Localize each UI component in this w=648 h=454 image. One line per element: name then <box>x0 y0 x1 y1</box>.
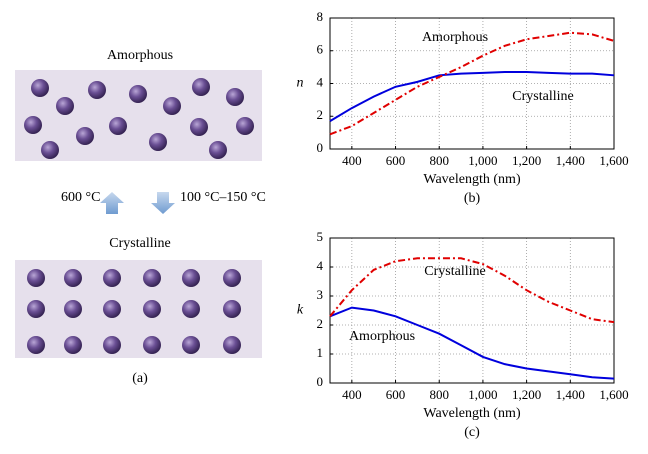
x-axis-label: Wavelength (nm) <box>423 406 521 421</box>
x-tick-label: 1,600 <box>599 153 628 168</box>
atom <box>149 133 167 151</box>
atom <box>64 269 82 287</box>
atom <box>41 141 59 159</box>
diagram: Amorphous Crystalline 600 °C 100 °C–150 … <box>15 48 266 386</box>
x-tick-label: 1,400 <box>556 153 585 168</box>
atom <box>27 336 45 354</box>
y-tick-label: 2 <box>317 316 324 331</box>
x-axis-label: Wavelength (nm) <box>423 172 521 187</box>
series-label: Amorphous <box>349 329 415 344</box>
x-tick-label: 800 <box>429 387 449 402</box>
x-tick-label: 400 <box>342 153 362 168</box>
x-tick-label: 1,000 <box>468 153 497 168</box>
atom <box>103 336 121 354</box>
y-tick-label: 5 <box>317 229 324 244</box>
heat-arrow <box>100 192 124 214</box>
atom <box>209 141 227 159</box>
atom <box>103 300 121 318</box>
label: Amorphous <box>107 48 173 63</box>
atom <box>226 88 244 106</box>
atom <box>27 269 45 287</box>
atom <box>143 269 161 287</box>
x-tick-label: 1,400 <box>556 387 585 402</box>
atom <box>182 300 200 318</box>
atom <box>182 269 200 287</box>
atom <box>103 269 121 287</box>
y-tick-label: 4 <box>317 74 324 89</box>
series-label: Crystalline <box>512 89 573 104</box>
x-tick-label: 600 <box>386 153 406 168</box>
atom <box>64 336 82 354</box>
atom <box>223 269 241 287</box>
x-tick-label: 1,200 <box>512 153 541 168</box>
atom <box>56 97 74 115</box>
atom <box>182 336 200 354</box>
atom <box>143 336 161 354</box>
atom <box>236 117 254 135</box>
atom <box>129 85 147 103</box>
label: Crystalline <box>109 236 170 251</box>
atom <box>192 78 210 96</box>
atom <box>88 81 106 99</box>
y-axis-label: n <box>297 76 304 91</box>
caption: (b) <box>464 191 481 206</box>
y-tick-label: 4 <box>317 258 324 273</box>
atom <box>31 79 49 97</box>
y-tick-label: 3 <box>317 287 324 302</box>
x-tick-label: 1,200 <box>512 387 541 402</box>
atom <box>24 116 42 134</box>
y-tick-label: 0 <box>317 374 324 389</box>
atom <box>64 300 82 318</box>
series-label: Crystalline <box>424 264 485 279</box>
y-tick-label: 0 <box>317 140 324 155</box>
atom <box>223 336 241 354</box>
x-tick-label: 1,000 <box>468 387 497 402</box>
atom <box>143 300 161 318</box>
y-tick-label: 1 <box>317 345 324 360</box>
atom <box>76 127 94 145</box>
x-tick-label: 800 <box>429 153 449 168</box>
cool-label: 100 °C–150 °C <box>180 190 266 205</box>
y-axis-label: k <box>297 303 304 318</box>
caption: (c) <box>464 425 480 440</box>
x-tick-label: 1,600 <box>599 387 628 402</box>
heat-label: 600 °C <box>61 190 100 205</box>
x-tick-label: 600 <box>386 387 406 402</box>
atom <box>223 300 241 318</box>
y-tick-label: 8 <box>317 9 324 24</box>
y-tick-label: 2 <box>317 107 324 122</box>
atom <box>27 300 45 318</box>
atom <box>190 118 208 136</box>
figure: Amorphous Crystalline 600 °C 100 °C–150 … <box>0 0 648 454</box>
caption: (a) <box>132 371 148 386</box>
y-tick-label: 6 <box>317 42 324 57</box>
x-tick-label: 400 <box>342 387 362 402</box>
atom <box>109 117 127 135</box>
series-label: Amorphous <box>422 30 488 45</box>
atom <box>163 97 181 115</box>
cool-arrow <box>151 192 175 214</box>
